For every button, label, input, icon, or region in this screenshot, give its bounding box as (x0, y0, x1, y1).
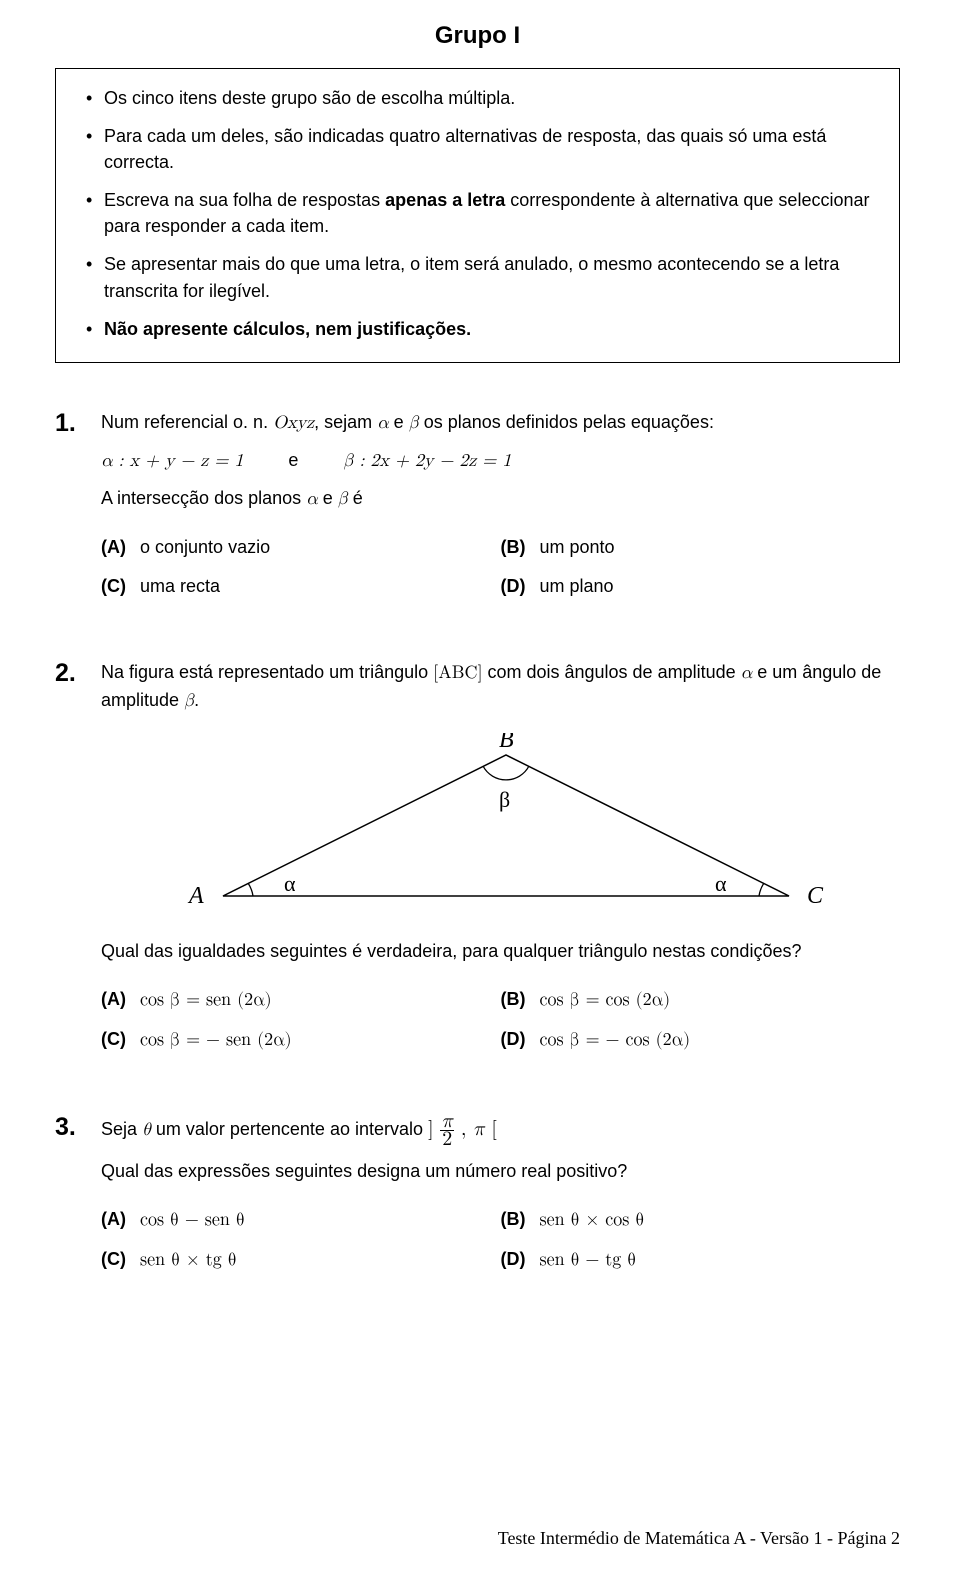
instruction-text: Não apresente cálculos, nem justificaçõe… (104, 319, 471, 339)
dot: . (194, 690, 199, 710)
math-beta: β (338, 490, 348, 508)
option-label: (B) (501, 1209, 526, 1230)
option-label: (D) (501, 576, 526, 597)
option-label: (B) (501, 989, 526, 1010)
math-alpha: α (306, 490, 318, 508)
instructions-box: Os cinco itens deste grupo são de escolh… (55, 68, 900, 363)
instruction-text: Os cinco itens deste grupo são de escolh… (104, 88, 515, 108)
triangle-figure: A B Cα α β (101, 733, 900, 916)
math-alpha: α (741, 664, 753, 682)
math-alpha: α (377, 414, 389, 432)
text: Num referencial o. n. (101, 412, 273, 432)
svg-text:α: α (715, 871, 727, 896)
math-beta: β (409, 414, 419, 432)
math-oxyz: Oxyz (273, 414, 314, 432)
option-a: (A) cos θ − sen θ (101, 1209, 501, 1231)
option-math: sen θ × cos θ (540, 1209, 645, 1231)
text: e (318, 488, 338, 508)
instruction-item: Para cada um deles, são indicadas quatro… (86, 123, 877, 175)
instruction-text: Se apresentar mais do que uma letra, o i… (104, 254, 839, 300)
option-label: (C) (101, 576, 126, 597)
question-2: 2. Na figura está representado um triâng… (55, 659, 900, 1069)
instruction-item: Não apresente cálculos, nem justificaçõe… (86, 316, 877, 342)
question-text: Qual das expressões seguintes designa um… (101, 1158, 900, 1185)
question-number: 3. (55, 1113, 101, 1142)
option-text: um plano (540, 576, 614, 597)
instruction-text: Para cada um deles, são indicadas quatro… (104, 126, 826, 172)
text: Seja (101, 1119, 142, 1139)
question-body: Na figura está representado um triângulo… (101, 659, 900, 975)
svg-text:C: C (807, 883, 824, 908)
math-abc: [ABC] (433, 664, 482, 682)
text: Na figura está representado um triângulo (101, 662, 433, 682)
question-text: Qual das igualdades seguintes é verdadei… (101, 938, 900, 965)
page-footer: Teste Intermédio de Matemática A - Versã… (498, 1528, 900, 1549)
options-q3: (A) cos θ − sen θ (B) sen θ × cos θ (C) sen… (101, 1209, 900, 1289)
svg-text:B: B (499, 733, 514, 753)
svg-text:α: α (284, 871, 296, 896)
options-q1: (A) o conjunto vazio (B) um ponto (C) uma r… (101, 537, 900, 615)
question-body: Seja θ um valor pertencente ao intervalo… (101, 1113, 900, 1195)
option-b: (B) cos β = cos (2α) (501, 989, 901, 1011)
interval: ] π2 , π [ (428, 1119, 497, 1139)
instructions-list: Os cinco itens deste grupo são de escolh… (86, 85, 877, 342)
instruction-item: Os cinco itens deste grupo são de escolh… (86, 85, 877, 111)
option-c: (C) uma recta (101, 576, 501, 597)
option-math: cos β = − cos (2α) (540, 1029, 691, 1051)
question-number: 1. (55, 409, 101, 438)
page: Grupo I Os cinco itens deste grupo são d… (0, 0, 960, 1577)
triangle-svg: A B Cα α β (171, 733, 831, 908)
option-math: sen θ × tg θ (140, 1249, 237, 1271)
question-3: 3. Seja θ um valor pertencente ao interv… (55, 1113, 900, 1289)
text: , sejam (314, 412, 377, 432)
svg-text:β: β (499, 787, 510, 812)
option-label: (C) (101, 1029, 126, 1050)
eq-beta: β : 2x + 2y − 2z = 1 (343, 452, 511, 470)
instruction-item: Escreva na sua folha de respostas apenas… (86, 187, 877, 239)
text-e: e (288, 450, 298, 470)
option-text: uma recta (140, 576, 220, 597)
question-body: Num referencial o. n. Oxyz, sejam α e β … (101, 409, 900, 523)
math-beta: β (184, 692, 194, 710)
text: A intersecção dos planos (101, 488, 306, 508)
option-d: (D) sen θ − tg θ (501, 1249, 901, 1271)
instruction-text: Escreva na sua folha de respostas apenas… (104, 190, 869, 236)
text: um valor pertencente ao intervalo (156, 1119, 428, 1139)
eq-alpha: α : x + y − z = 1 (101, 452, 243, 470)
option-math: sen θ − tg θ (540, 1249, 637, 1271)
option-text: o conjunto vazio (140, 537, 270, 558)
options-q2: (A)cos β = sen (2α) (B)cos β = cos (2α) … (101, 989, 900, 1069)
math-theta: θ (142, 1121, 151, 1139)
question-1: 1. Num referencial o. n. Oxyz, sejam α e… (55, 409, 900, 615)
option-label: (A) (101, 1209, 126, 1230)
option-label: (B) (501, 537, 526, 558)
text: com dois ângulos de amplitude (487, 662, 740, 682)
text: é (348, 488, 363, 508)
text: e (389, 412, 409, 432)
option-a: (A) cos β = sen (2α) (101, 989, 501, 1011)
option-c: (C) sen θ × tg θ (101, 1249, 501, 1271)
text: os planos definidos pelas equações: (419, 412, 714, 432)
group-title: Grupo I (55, 22, 900, 50)
option-label: (A) (101, 537, 126, 558)
option-math: cos β = sen (2α) (140, 989, 272, 1011)
option-label: (D) (501, 1249, 526, 1270)
option-math: cos β = − sen (2α) (140, 1029, 292, 1051)
svg-text:A: A (187, 883, 204, 908)
option-c: (C) cos β = − sen (2α) (101, 1029, 501, 1051)
option-d: (D) um plano (501, 576, 901, 597)
instruction-item: Se apresentar mais do que uma letra, o i… (86, 251, 877, 303)
question-number: 2. (55, 659, 101, 688)
option-a: (A) o conjunto vazio (101, 537, 501, 558)
option-label: (C) (101, 1249, 126, 1270)
option-math: cos θ − sen θ (140, 1209, 245, 1231)
option-label: (D) (501, 1029, 526, 1050)
option-d: (D) cos β = − cos (2α) (501, 1029, 901, 1051)
option-b: (B) um ponto (501, 537, 901, 558)
option-b: (B) sen θ × cos θ (501, 1209, 901, 1231)
option-math: cos β = cos (2α) (540, 989, 671, 1011)
option-label: (A) (101, 989, 126, 1010)
option-text: um ponto (540, 537, 615, 558)
